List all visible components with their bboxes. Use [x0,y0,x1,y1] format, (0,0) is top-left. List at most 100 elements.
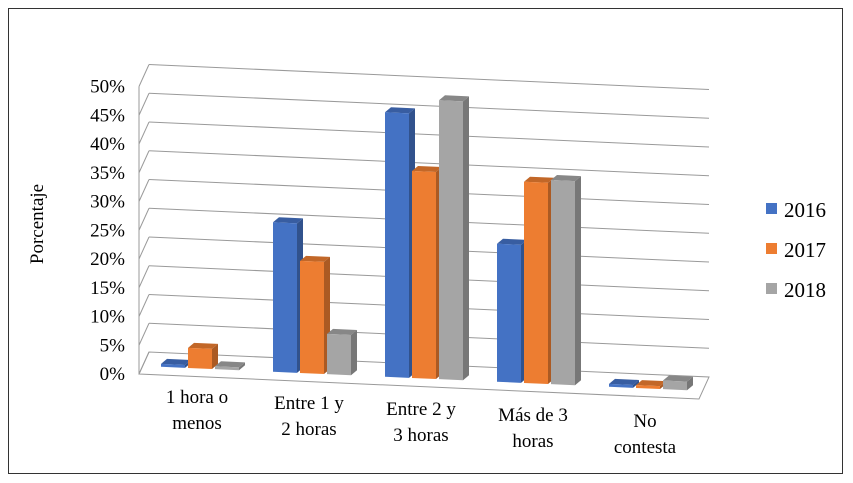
bars [161,95,693,391]
bar-top [551,175,581,182]
y-axis-ticks: 0% 5% 10% 15% 20% 25% 30% 35% 40% 45% 50% [90,77,125,386]
legend-label: 2018 [784,278,826,302]
bar-top [663,375,693,382]
bar-side [212,343,218,370]
bar-front [215,366,239,371]
bar-2017 [300,255,330,375]
bar-side [633,379,639,388]
gridline-side [138,294,150,317]
bar-top [636,380,666,387]
x-tick-label: horas [512,431,553,452]
bar-front [497,243,521,383]
gridline [148,121,710,148]
y-tick-label: 10% [90,307,125,328]
gridline-side [138,265,150,288]
legend-label: 2016 [784,198,826,222]
x-axis-categories: 1 hora o menos Entre 1 y 2 horas Entre 2 y 3 … [166,387,677,458]
legend-swatch [766,243,777,254]
bar-2017 [636,380,666,390]
x-tick-label: 2 horas [281,419,336,440]
chart-frame: 0% 5% 10% 15% 20% 25% 30% 35% 40% 45% 50% 1 hora o… [8,8,843,474]
bar-chart: 0% 5% 10% 15% 20% 25% 30% 35% 40% 45% 50% 1 hora o… [27,64,826,458]
bar-front [609,383,633,388]
y-tick-label: 25% [90,220,125,241]
bar-front [385,112,409,378]
gridline-side [138,150,150,173]
bar-top [215,361,245,368]
legend-swatch [766,203,777,214]
bar-top [439,95,469,102]
bar-front [327,333,351,376]
bar-front [663,380,687,391]
bar-2018 [327,328,357,376]
x-tick-label: Más de 3 [498,405,568,426]
y-tick-label: 0% [100,364,126,385]
bar-front [188,347,212,370]
floor-edge [138,351,150,375]
bar-top [188,342,218,349]
y-tick-label: 35% [90,163,125,184]
y-tick-label: 30% [90,192,125,213]
x-tick-label: contesta [614,437,677,458]
y-tick-label: 5% [100,335,126,356]
bar-top [497,238,527,245]
legend-label: 2017 [784,238,826,262]
x-tick-label: Entre 1 y [274,393,344,414]
x-tick-label: 3 horas [393,425,448,446]
bar-2016 [161,358,191,368]
bar-side [575,176,581,386]
bar-2018 [439,95,469,381]
gridline-side [138,121,150,145]
x-tick-label: Entre 2 y [386,399,456,420]
bar-front [161,363,185,368]
gridline-side [138,179,150,202]
bar-2018 [215,361,245,371]
bar-side [687,376,693,391]
gridline [148,64,710,90]
y-axis-label: Porcentaje [27,184,48,264]
y-tick-label: 15% [90,278,125,299]
bar-front [273,222,297,373]
bar-2016 [385,107,415,378]
bar-top [300,255,330,262]
bar-top [273,217,303,224]
legend: 2016 2017 2018 [766,198,826,302]
x-tick-label: No [633,411,656,432]
bar-2018 [663,375,693,391]
bar-side [239,362,245,371]
bar-front [636,385,660,390]
bar-2017 [412,165,442,380]
bar-top [161,358,191,365]
gridline-side [138,236,150,260]
gridline [148,150,710,177]
bar-front [551,180,575,386]
bar-2018 [551,175,581,386]
bar-top [412,165,442,173]
bar-2016 [273,217,303,373]
bar-front [524,181,548,385]
bar-2016 [497,238,527,383]
bar-top [385,107,415,114]
legend-swatch [766,283,777,294]
gridline-side [138,93,150,116]
gridline-side [138,323,150,346]
bar-side [463,96,469,381]
bar-front [412,170,436,380]
bar-2017 [524,176,554,385]
y-tick-label: 20% [90,249,125,270]
bar-top [609,378,639,385]
bar-top [327,328,357,335]
gridline [148,92,710,119]
bar-top [524,176,554,183]
bar-side [351,329,357,376]
y-tick-label: 45% [90,105,125,126]
bar-front [300,260,324,375]
bar-2016 [609,378,639,388]
bar-2017 [188,342,218,370]
y-tick-label: 50% [90,77,125,98]
x-tick-label: 1 hora o [166,387,228,408]
bar-front [439,100,463,381]
gridline-side [138,64,150,87]
y-tick-label: 40% [90,134,125,155]
x-tick-label: menos [172,413,222,434]
